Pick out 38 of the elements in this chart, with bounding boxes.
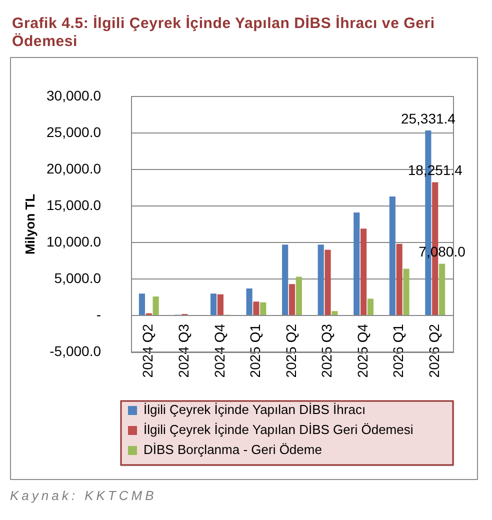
x-tick-label: 2024 Q4 [211,324,228,378]
bar [367,298,374,315]
y-tick-label: 25,000.0 [46,124,102,140]
y-axis-title: Milyon TL [22,194,38,255]
y-tick-label: 10,000.0 [46,233,102,250]
text: Kaynak: KKTCMB [10,488,157,503]
y-tick-label: 20,000.0 [46,160,102,176]
bar [332,311,338,315]
legend-label: İlgili Çeyrek İçinde Yapılan DİBS İhracı [144,402,366,418]
bar [138,294,146,315]
bar [318,244,324,315]
bar [217,294,224,315]
legend-label: İlgili Çeyrek İçinde Yapılan DİBS Geri Ödemesi [144,422,414,438]
y-tick-label: -5,000.0 [50,342,102,359]
x-tick-label: 2024 Q3 [176,324,192,378]
y-tick-label: 15,000.0 [46,196,102,213]
bar [246,288,252,315]
legend-label: DİBS Borçlanma - Geri Ödeme [144,442,322,458]
y-tick-label: 5,000.0 [54,270,102,286]
bar [354,212,360,315]
chart-title: Grafik 4.5: İlgili Çeyrek İçinde Yapılan DİBS İhracı ve Geri Ödemesi [12,15,436,51]
x-tick-label: 2024 Q2 [140,324,156,378]
bar [389,196,396,315]
data-label: 25,331.4 [400,110,456,126]
bar [360,228,367,315]
bar [253,302,260,315]
bar [403,268,410,315]
y-tick-label: 30,000.0 [46,87,102,104]
bar [260,302,266,315]
bar [324,250,331,315]
bar [296,276,302,315]
bar [438,264,446,315]
y-tick-label: - [96,306,102,322]
bar [288,284,296,315]
bar [396,244,402,315]
bar [210,294,217,315]
bar [282,244,288,315]
bar [152,296,159,315]
